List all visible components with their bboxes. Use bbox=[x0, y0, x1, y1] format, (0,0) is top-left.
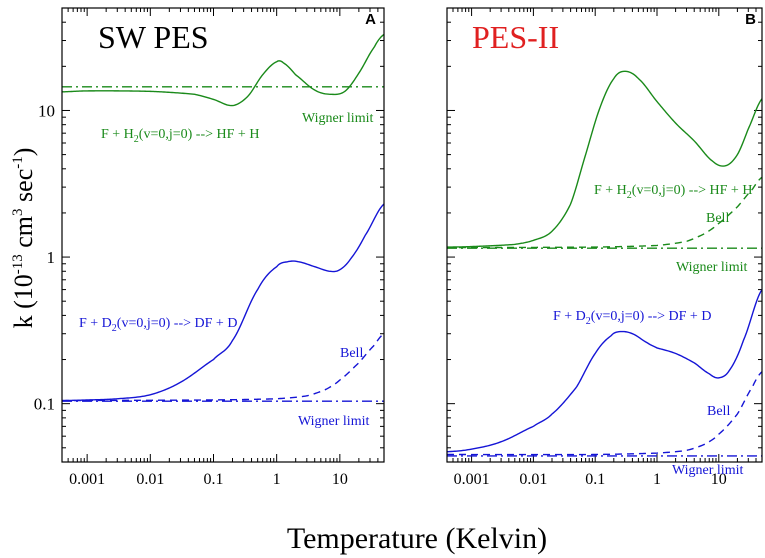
x-tick-label: 1 bbox=[273, 471, 281, 488]
x-tick-label: 10 bbox=[332, 471, 348, 488]
panel-letter: A bbox=[365, 11, 376, 28]
annotation-h2-wigner: Wigner limit bbox=[302, 111, 373, 126]
panel-title: SW PES bbox=[98, 19, 209, 55]
y-axis-label: k (10-13 cm3 sec-1) bbox=[9, 148, 38, 329]
plot-frame bbox=[446, 7, 763, 463]
annotation-d2-label: F + D2(v=0,j=0) --> DF + D bbox=[553, 309, 711, 327]
annotation-h2-bell: Bell bbox=[706, 211, 729, 226]
series-line bbox=[447, 371, 762, 456]
annotation-d2-label: F + D2(v=0,j=0) --> DF + D bbox=[79, 316, 237, 334]
panel-letter: B bbox=[745, 11, 756, 28]
x-tick-label: 0.1 bbox=[203, 471, 223, 488]
x-tick-label: 0.1 bbox=[585, 471, 605, 488]
y-tick-label: 10 bbox=[38, 101, 55, 120]
panel-title: PES-II bbox=[472, 19, 559, 55]
panel-b: 0.001 0.01 0.1 1 10 PES-II B F + H2(v=0,j=0) --… bbox=[446, 7, 763, 488]
annotation-h2-label: F + H2(v=0,j=0) --> HF + H bbox=[594, 183, 752, 201]
x-tick-label: 0.001 bbox=[69, 471, 105, 488]
annotation-d2-bell: Bell bbox=[707, 404, 730, 419]
x-tick-label: 0.01 bbox=[519, 471, 547, 488]
annotation-h2-label: F + H2(v=0,j=0) --> HF + H bbox=[101, 127, 259, 145]
y-tick-label: 1 bbox=[47, 248, 56, 267]
annotation-d2-bell: Bell bbox=[340, 346, 363, 361]
tick-marks bbox=[61, 7, 385, 463]
series-line bbox=[62, 33, 384, 107]
annotation-d2-wigner: Wigner limit bbox=[672, 463, 743, 478]
series-line bbox=[62, 333, 384, 402]
x-tick-label: 1 bbox=[653, 471, 661, 488]
x-tick-label: 0.001 bbox=[454, 471, 490, 488]
x-tick-label: 0.01 bbox=[136, 471, 164, 488]
panel-a: 0.001 0.01 0.1 1 10 0.1 1 10 SW PES A F + H2(v=0,j… bbox=[34, 7, 385, 488]
series-line bbox=[447, 176, 762, 249]
annotation-h2-wigner: Wigner limit bbox=[676, 260, 747, 275]
series-line bbox=[62, 203, 384, 402]
plot-frame bbox=[61, 7, 385, 463]
series-line bbox=[447, 70, 762, 248]
x-tick-label: 10 bbox=[711, 471, 727, 488]
series-line bbox=[447, 289, 762, 453]
y-tick-label: 0.1 bbox=[34, 395, 55, 414]
annotation-d2-wigner: Wigner limit bbox=[298, 414, 369, 429]
x-axis-label: Temperature (Kelvin) bbox=[287, 522, 547, 555]
